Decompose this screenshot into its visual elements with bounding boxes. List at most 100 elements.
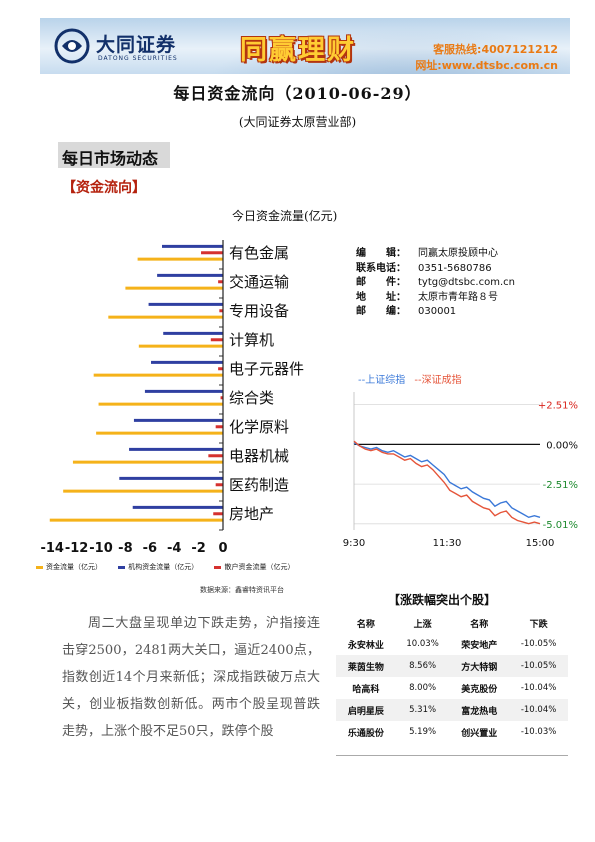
x-tick-label: 9:30 (343, 538, 365, 549)
category-label: 计算机 (229, 331, 274, 349)
gainer-name: 乐通股份 (347, 728, 384, 739)
category-label: 电子元器件 (229, 360, 304, 378)
website-link[interactable]: 网址:www.dtsbc.com.cn (415, 59, 558, 72)
bar-institution (133, 418, 223, 422)
index-intraday-chart: +2.51% 0.00% -2.51% -5.01% 9:30 11:30 15:00 (343, 392, 578, 549)
gainer-name: 莱茵生物 (336, 655, 396, 677)
contact-label: 邮 编： (356, 306, 406, 317)
bar-institution (144, 389, 223, 393)
legend-label-sz: 深证成指 (421, 375, 462, 386)
legend-line-sh-icon: -- (358, 375, 366, 386)
y-tick-label: 0.00% (546, 440, 578, 451)
x-tick-label: -6 (143, 541, 157, 556)
table-row: 哈高科 8.00% 美克股份 -10.04% (336, 677, 568, 699)
bar-total (138, 344, 223, 348)
loser-name: 创兴置业 (461, 728, 498, 739)
loser-change: -10.05% (520, 639, 557, 649)
page-subtitle: (大同证券太原营业部) (238, 115, 357, 129)
y-tick-label: +2.51% (538, 401, 578, 412)
bar-total (137, 257, 223, 261)
banner-slogan: 同赢理财 (240, 35, 356, 66)
contact-value: 同赢太原投顾中心 (418, 248, 498, 259)
brand-english-name: DATONG SECURITIES (98, 55, 178, 62)
flow-chart-legend: 资金流量（亿元） 机构资金流量（亿元） 散户资金流量（亿元） (36, 562, 308, 572)
loser-change: -10.05% (509, 655, 568, 677)
top-movers-table: 名称 上涨 名称 下跌 永安林业 10.03% 荣安地产 -10.05% 莱茵生… (336, 614, 568, 743)
bar-total (98, 402, 223, 406)
bar-institution (119, 476, 223, 480)
contact-label: 编 辑： (356, 248, 406, 259)
header-banner: 大同证券 DATONG SECURITIES 同赢理财 客服热线:4007121… (40, 18, 570, 74)
line-shenzhen-index (353, 440, 541, 525)
legend-swatch-total (36, 565, 43, 569)
contact-label: 邮 件： (356, 277, 406, 288)
x-tick-label: 11:30 (433, 538, 462, 549)
brand-name: 大同证券 (96, 34, 177, 56)
x-tick-label: -4 (167, 541, 181, 556)
contact-email[interactable]: tytg@dtsbc.com.cn (418, 277, 515, 288)
contact-row: 编 辑： 同赢太原投顾中心 (356, 247, 515, 262)
y-tick-label: -5.01% (543, 520, 578, 531)
contact-label: 联系电话： (356, 262, 406, 274)
contact-value: 030001 (418, 306, 457, 317)
bar-retail (219, 309, 223, 313)
index-chart-legend: --上证综指 --深证成指 (358, 371, 462, 386)
bar-total (72, 460, 223, 464)
gainer-change: 5.19% (409, 727, 437, 737)
bar-total (93, 373, 224, 377)
bar-retail (218, 367, 223, 371)
bar-retail (201, 251, 223, 255)
x-tick-label: -12 (65, 541, 89, 556)
fund-flow-heading: 【资金流向】 (62, 180, 146, 196)
x-tick-label: 15:00 (526, 538, 555, 549)
bar-institution (162, 244, 223, 248)
column-header: 名称 (470, 620, 489, 630)
contact-row: 地 址： 太原市青年路８号 (356, 291, 515, 306)
loser-name: 美克股份 (461, 684, 498, 695)
market-commentary: 周二大盘呈现单边下跌走势，沪指接连击穿2500，2481两大关口，逼近2400点… (62, 616, 320, 739)
bar-retail (215, 483, 223, 487)
bar-retail (213, 512, 223, 516)
bar-retail (208, 454, 223, 458)
category-label: 化学原料 (229, 418, 289, 436)
gainer-change: 8.00% (409, 683, 437, 693)
contact-value: 太原市青年路８号 (418, 291, 498, 303)
contact-info: 编 辑： 同赢太原投顾中心 联系电话： 0351-5680786 邮 件： tytg@… (356, 247, 515, 320)
bar-retail (215, 425, 223, 429)
legend-line-sz-icon: -- (414, 375, 422, 386)
y-tick-label: -2.51% (543, 480, 578, 491)
gainer-name: 永安林业 (347, 640, 384, 651)
section-title: 每日市场动态 (62, 149, 159, 168)
legend-swatch-retail (214, 565, 222, 569)
loser-name: 富龙热电 (449, 699, 510, 721)
legend-label-retail: 散户资金流量（亿元） (224, 563, 295, 571)
category-label: 专用设备 (229, 302, 289, 320)
table-row: 乐通股份 5.19% 创兴置业 -10.03% (336, 721, 568, 743)
legend-label-total: 资金流量（亿元） (46, 563, 102, 571)
company-logo-icon (54, 28, 90, 64)
legend-label-sh: 上证综指 (365, 375, 406, 386)
x-tick-label: -10 (89, 541, 113, 556)
category-label: 交通运输 (229, 273, 289, 291)
column-header: 名称 (356, 620, 375, 630)
column-header: 上涨 (413, 620, 432, 630)
bar-retail (210, 338, 223, 342)
category-label: 电器机械 (229, 447, 289, 465)
gainer-name: 哈高科 (352, 684, 380, 695)
column-header: 下跌 (529, 620, 548, 630)
table-bottom-rule (336, 755, 568, 756)
loser-change: -10.04% (509, 699, 568, 721)
top-movers-heading: 【涨跌幅突出个股】 (388, 593, 497, 607)
line-shanghai-index (353, 442, 541, 519)
gainer-change: 8.56% (395, 655, 450, 677)
table-row: 启明星辰 5.31% 富龙热电 -10.04% (336, 699, 568, 721)
bar-retail (218, 280, 223, 284)
page-title: 每日资金流向（2010-06-29） (173, 84, 422, 103)
bar-institution (148, 302, 223, 306)
hotline-text: 客服热线:4007121212 (433, 43, 558, 56)
bar-institution (132, 505, 223, 509)
contact-row: 邮 件： tytg@dtsbc.com.cn (356, 276, 515, 291)
contact-row: 邮 编： 030001 (356, 305, 515, 320)
gainer-name: 启明星辰 (336, 699, 396, 721)
